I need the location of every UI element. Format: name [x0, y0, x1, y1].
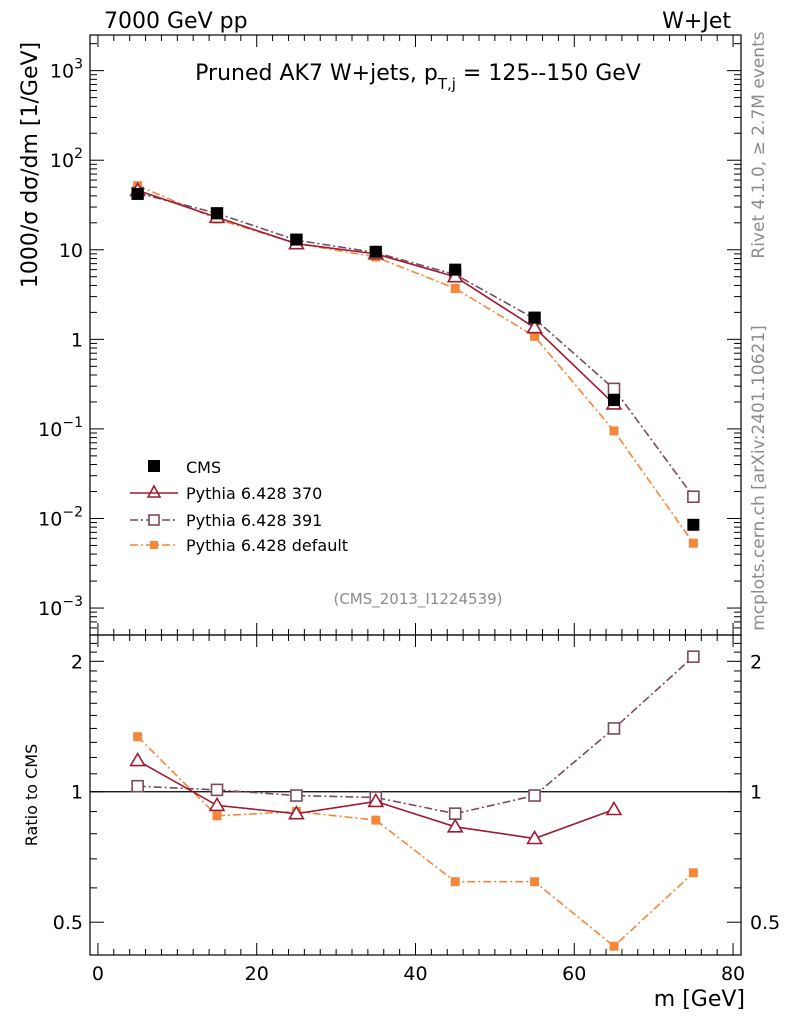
main-y-tick-label: 1: [71, 329, 83, 351]
main-y-tick-label: 10−2: [38, 504, 83, 530]
ratio-point-p391: [210, 783, 224, 797]
ratio-point-pdefault: [688, 868, 698, 878]
ratio-point-p391: [528, 789, 541, 802]
legend-label-p391: Pythia 6.428 391: [186, 511, 322, 530]
ratio-y-tick-label: 2: [71, 651, 83, 673]
legend: CMS Pythia 6.428 370 Pythia 6.428 391 Py…: [130, 458, 348, 555]
legend-label-cms: CMS: [186, 458, 221, 477]
plot-title-subscript: T,j: [437, 75, 456, 93]
main-point-cms: [607, 394, 620, 407]
ratio-point-pdefault: [371, 815, 381, 825]
plot-title-suffix: = 125--150 GeV: [456, 61, 641, 86]
legend-label-p370: Pythia 6.428 370: [186, 484, 322, 503]
ratio-point-p391: [687, 650, 700, 663]
ratio-point-p370: [288, 805, 305, 820]
main-point-pdefault: [688, 538, 698, 548]
ratio-point-p391: [131, 779, 144, 793]
main-y-tick-label: 103: [50, 57, 83, 83]
main-point-p370: [526, 319, 543, 334]
ratio-point-p370: [446, 818, 464, 833]
header-left-label: 7000 GeV pp: [104, 9, 248, 34]
ratio-point-pdefault: [133, 732, 143, 742]
legend-marker-pdefault: [150, 541, 158, 549]
ratio-point-p370: [208, 796, 226, 812]
legend-marker-p370: [146, 484, 162, 498]
main-line-pdefault: [137, 184, 695, 544]
main-point-cms: [211, 207, 224, 220]
main-point-p370: [446, 268, 464, 283]
main-y-tick-label: 102: [50, 146, 83, 172]
main-line-p391: [137, 192, 695, 498]
ratio-point-pdefault: [450, 877, 460, 887]
ratio-point-p370: [605, 800, 623, 816]
ratio-y-axis-label: Ratio to CMS: [22, 744, 41, 846]
main-point-cms: [687, 518, 700, 531]
ratio-y-tick-label-right: 1: [750, 782, 762, 804]
ratio-point-p370: [526, 829, 543, 845]
legend-marker-cms: [148, 460, 160, 472]
ratio-point-pdefault: [609, 941, 619, 951]
x-tick-label: 20: [245, 963, 269, 985]
x-tick-label: 80: [721, 963, 745, 985]
analysis-id-label: (CMS_2013_I1224539): [333, 590, 502, 609]
main-point-p391: [687, 490, 700, 504]
main-y-axis-label: 1000/σ dσ/dm [1/GeV]: [18, 42, 43, 288]
ratio-point-p391: [290, 789, 303, 802]
header-right-label: W+Jet: [662, 9, 731, 34]
ratio-y-tick-label-right: 2: [750, 651, 762, 673]
ratio-point-p370: [367, 792, 385, 808]
x-tick-label: 0: [92, 963, 104, 985]
ratio-y-tick-label-right: 0.5: [750, 912, 780, 934]
main-y-tick-label: 10−3: [38, 594, 83, 620]
ratio-line-pdefault: [137, 736, 694, 948]
ratio-y-tick-label: 1: [71, 782, 83, 804]
main-point-pdefault: [450, 283, 460, 293]
ratio-line-p391: [137, 656, 694, 815]
plot-layer: 0 20 40 60 80 10−3 10−2 10−1 1 10 102 103 0.5 0.5 1 1 2 2: [38, 34, 780, 985]
ratio-point-p370: [129, 752, 147, 767]
main-point-cms: [369, 245, 382, 258]
main-point-pdefault: [530, 331, 540, 341]
ratio-point-pdefault: [530, 877, 540, 887]
main-point-cms: [131, 187, 144, 200]
main-point-p391: [607, 382, 621, 396]
ratio-plot-frame: [89, 634, 742, 956]
mcplots-label: mcplots.cern.ch [arXiv:2401.10621]: [749, 325, 769, 631]
main-y-tick-label: 10−1: [38, 415, 83, 441]
main-point-cms: [528, 311, 541, 324]
rivet-version-label: Rivet 4.1.0, ≥ 2.7M events: [749, 31, 769, 258]
ratio-point-pdefault: [212, 811, 222, 821]
x-tick-label: 60: [562, 963, 586, 985]
x-tick-label: 40: [403, 963, 427, 985]
main-y-tick-label: 10: [59, 240, 83, 262]
legend-marker-p391: [148, 514, 160, 526]
plot-title: Pruned AK7 W+jets, pT,j = 125--150 GeV: [195, 61, 641, 93]
ratio-point-p391: [448, 807, 462, 820]
ratio-y-tick-label: 0.5: [53, 912, 83, 934]
main-point-pdefault: [609, 426, 619, 436]
main-point-cms: [449, 263, 462, 276]
plot-title-prefix: Pruned AK7 W+jets, p: [195, 61, 438, 86]
main-point-cms: [290, 233, 303, 246]
legend-label-pdefault: Pythia 6.428 default: [186, 536, 348, 555]
ratio-point-p391: [607, 722, 621, 735]
x-axis-label: m [GeV]: [654, 987, 745, 1012]
